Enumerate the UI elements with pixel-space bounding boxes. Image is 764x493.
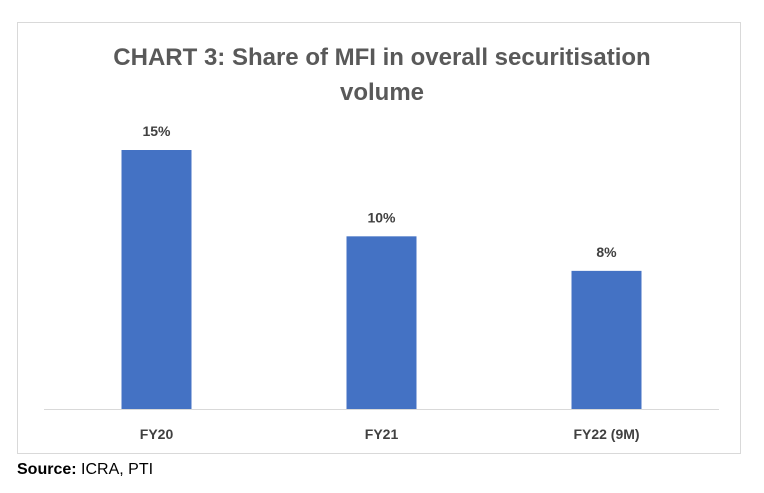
bar-1 xyxy=(121,150,192,409)
chart-title-line-1: CHART 3: Share of MFI in overall securit… xyxy=(113,44,651,71)
source-note: Source: ICRA, PTI xyxy=(17,460,153,480)
chart-title-line-2: volume xyxy=(339,79,425,106)
bar-2 xyxy=(346,236,417,409)
source-prefix: Source: xyxy=(17,461,77,478)
bars-layer xyxy=(121,150,642,409)
source-text: ICRA, PTI xyxy=(76,461,154,478)
data-label-2: 10% xyxy=(367,209,396,225)
data-label-1: 15% xyxy=(142,123,171,139)
data-label-3: 8% xyxy=(596,244,617,260)
x-tick-label-2: FY21 xyxy=(365,426,399,442)
x-tick-labels-layer: FY20 FY21 FY22 (9M) xyxy=(140,426,640,442)
data-labels-layer: 15% 10% 8% xyxy=(142,123,617,260)
x-tick-label-1: FY20 xyxy=(140,426,174,442)
bar-3 xyxy=(571,270,642,409)
x-tick-label-3: FY22 (9M) xyxy=(573,426,639,442)
chart-title: CHART 3: Share of MFI in overall securit… xyxy=(0,40,764,110)
